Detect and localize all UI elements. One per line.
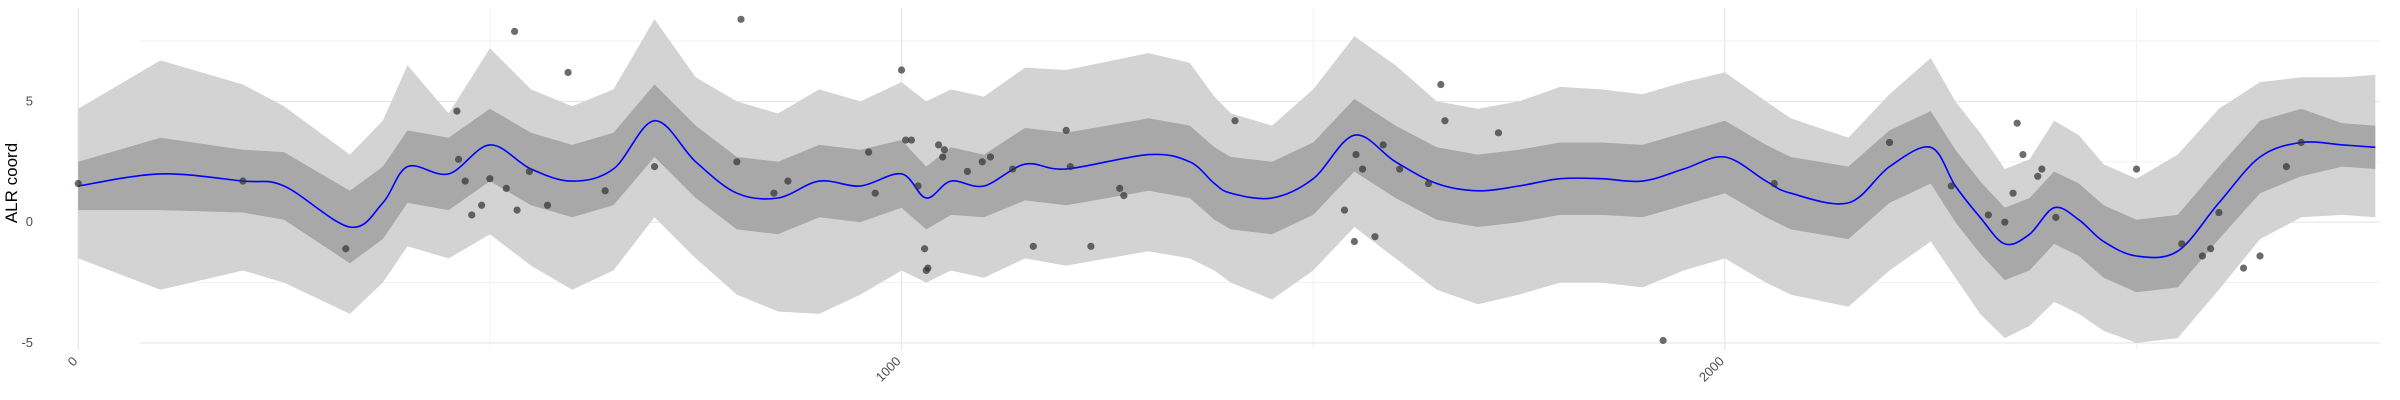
inner-band-area: [78, 84, 2376, 293]
data-point: [239, 177, 247, 185]
data-point: [1359, 165, 1367, 173]
data-point: [2207, 245, 2215, 253]
data-point: [1066, 163, 1074, 171]
data-point: [486, 175, 494, 183]
data-point: [525, 167, 533, 176]
observed-points: [74, 15, 2305, 345]
data-point: [871, 189, 879, 197]
data-point: [502, 184, 510, 192]
data-point: [2256, 252, 2264, 260]
y-tick-label: -5: [21, 335, 33, 350]
data-point: [939, 153, 947, 161]
y-axis-title: ALR coord: [2, 143, 21, 223]
data-point: [510, 27, 519, 35]
data-point: [2178, 240, 2186, 248]
data-point: [1371, 233, 1379, 241]
data-point: [1424, 179, 1433, 188]
data-point: [1984, 211, 1992, 219]
data-point: [1396, 165, 1404, 173]
data-point: [1441, 117, 1449, 125]
data-point: [1885, 138, 1894, 147]
data-point: [1437, 80, 1445, 89]
data-point: [907, 136, 916, 144]
data-point: [1120, 192, 1128, 200]
data-point: [650, 163, 659, 171]
data-point: [1659, 336, 1667, 345]
data-point: [1029, 242, 1037, 250]
data-point: [454, 155, 463, 163]
mean-line: [78, 119, 2376, 259]
data-point: [342, 245, 350, 253]
data-point: [1947, 182, 1955, 190]
y-tick-label: 5: [26, 93, 33, 108]
data-point: [2001, 218, 2009, 226]
data-point: [2052, 213, 2060, 221]
data-point: [513, 206, 521, 214]
data-point: [2132, 165, 2141, 173]
data-point: [1087, 242, 1095, 250]
data-point: [601, 187, 609, 195]
data-point: [564, 68, 572, 77]
data-point: [733, 158, 741, 166]
data-point: [1494, 129, 1503, 137]
data-point: [2019, 150, 2027, 159]
data-point: [1062, 126, 1070, 135]
data-point: [1340, 206, 1349, 214]
data-point: [478, 201, 486, 209]
data-point: [784, 177, 792, 185]
data-point: [2034, 172, 2042, 180]
data-point: [924, 264, 932, 272]
data-point: [1352, 150, 1360, 159]
data-point: [1231, 117, 1239, 125]
y-tick-label: 0: [26, 214, 33, 229]
data-point: [2215, 208, 2223, 217]
data-point: [737, 15, 745, 23]
data-point: [1009, 165, 1017, 173]
data-point: [74, 179, 82, 188]
data-point: [770, 189, 778, 197]
data-point: [468, 211, 476, 219]
data-point: [2282, 163, 2290, 171]
data-point: [453, 107, 461, 115]
data-point: [1116, 184, 1124, 192]
inner-confidence-band: [78, 84, 2376, 293]
data-point: [865, 148, 873, 156]
data-point: [1379, 141, 1387, 149]
data-point: [920, 245, 929, 253]
data-point: [1770, 179, 1778, 188]
data-point: [2038, 165, 2046, 173]
data-point: [543, 201, 552, 209]
data-point: [934, 141, 943, 149]
data-point: [963, 167, 972, 176]
data-point: [2009, 189, 2017, 197]
data-point: [2013, 119, 2021, 127]
data-point: [978, 158, 986, 166]
data-point: [986, 153, 995, 161]
data-point: [902, 136, 910, 144]
data-point: [897, 66, 906, 74]
data-point: [1350, 237, 1358, 246]
data-point: [940, 146, 948, 154]
data-point: [2297, 138, 2305, 147]
mean-line-path: [78, 119, 2376, 259]
data-point: [2198, 252, 2207, 260]
data-point: [461, 177, 469, 185]
data-point: [2239, 264, 2248, 272]
data-point: [914, 182, 922, 190]
y-axis-tick-labels: -5 0 5: [21, 93, 33, 349]
